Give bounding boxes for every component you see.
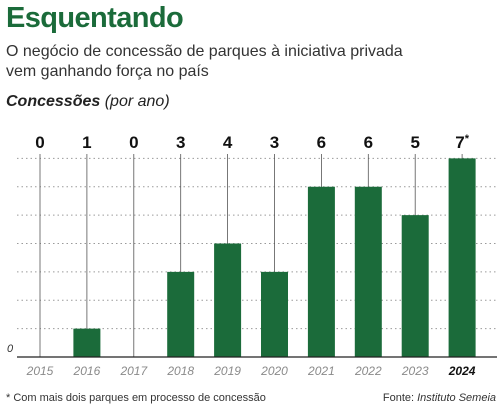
tick-label: 2024: [448, 364, 476, 378]
footnote: * Com mais dois parques em processo de c…: [6, 392, 266, 404]
value-label: 5: [410, 133, 419, 152]
tick-label: 2020: [260, 364, 288, 378]
chart-title: Concessões: [6, 93, 101, 110]
subtitle-line: vem ganhando força no país: [6, 63, 209, 80]
bar: [354, 186, 382, 357]
source-prefix: Fonte:: [382, 392, 415, 404]
value-label: 0: [35, 133, 44, 152]
bar-chart: 0 2015 1 2016 0 2017 3 2018 4 2019 3 2020 6 2021 6 2022…: [7, 133, 497, 378]
source-name: Instituto Semeia: [417, 392, 496, 404]
tick-label: 2018: [166, 364, 194, 378]
bar: [401, 215, 429, 357]
bar: [73, 328, 101, 357]
value-label: 1: [82, 133, 91, 152]
value-label: 4: [223, 133, 233, 152]
tick-label: 2015: [26, 364, 54, 378]
value-label: 0: [129, 133, 138, 152]
chart-heading: Concessões (por ano): [6, 93, 170, 111]
tick-label: 2022: [354, 364, 382, 378]
subtitle-line: O negócio de concessão de parques à inic…: [6, 43, 403, 60]
tick-label: 2019: [213, 364, 241, 378]
value-label: 6: [364, 133, 373, 152]
chart-unit: (por ano): [104, 93, 170, 110]
value-label: 3: [270, 133, 279, 152]
bar: [214, 243, 242, 357]
tick-label: 2017: [119, 364, 148, 378]
value-label: 6: [317, 133, 326, 152]
bar: [261, 271, 288, 357]
page-title: Esquentando: [6, 2, 184, 34]
tick-label: 2021: [307, 364, 335, 378]
tick-label: 2016: [73, 364, 101, 378]
bar: [448, 158, 476, 357]
value-label: 3: [176, 133, 185, 152]
bar: [167, 271, 195, 357]
zero-label: 0: [7, 343, 14, 355]
page-subtitle: O negócio de concessão de parques à inic…: [6, 42, 486, 82]
tick-label: 2023: [401, 364, 429, 378]
source: Fonte: Instituto Semeia: [383, 392, 496, 404]
bar: [307, 186, 335, 357]
value-label: 7*: [455, 133, 469, 152]
